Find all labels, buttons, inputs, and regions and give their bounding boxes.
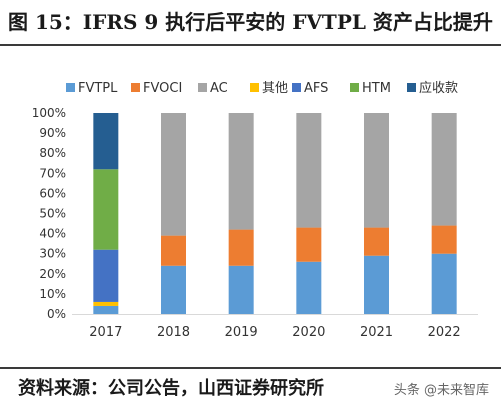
chart-legend: FVTPL FVOCI AC 其他 AFS HTM 应收款 — [66, 80, 458, 96]
source-note: 资料来源：公司公告，山西证券研究所 — [18, 378, 324, 399]
bar-segment — [93, 249, 119, 302]
legend-swatch-1 — [131, 83, 140, 92]
watermark: 头条 @未来智库 — [393, 383, 489, 398]
x-tick-label: 2017 — [89, 325, 122, 340]
x-tick-label: 2020 — [292, 325, 325, 340]
bar-segment — [296, 227, 322, 262]
bar-segment — [228, 113, 254, 230]
y-tick-label: 10% — [39, 287, 66, 301]
bar-segment — [364, 227, 389, 256]
legend-swatch-5 — [350, 83, 359, 92]
y-tick-label: 90% — [39, 126, 66, 140]
y-tick-label: 0% — [47, 307, 66, 321]
legend-label-3: 其他 — [262, 81, 288, 96]
legend-label-6: 应收款 — [419, 80, 458, 96]
legend-label-4: AFS — [304, 81, 328, 96]
y-tick-label: 20% — [39, 267, 66, 281]
source-divider — [0, 367, 501, 369]
bar-segment — [161, 113, 186, 236]
bar-segment — [161, 265, 186, 314]
x-tick-label: 2022 — [428, 325, 461, 340]
y-tick-label: 80% — [39, 146, 66, 160]
y-tick-label: 40% — [39, 227, 66, 241]
legend-swatch-4 — [292, 83, 301, 92]
legend-swatch-0 — [66, 83, 75, 92]
bars — [93, 113, 457, 314]
y-axis: 0% 10% 20% 30% 40% 50% 60% 70% 80% 90% 100% — [32, 106, 478, 321]
bar-segment — [431, 113, 457, 226]
bar-segment — [364, 255, 389, 314]
y-tick-label: 100% — [32, 106, 66, 120]
legend-swatch-3 — [250, 83, 259, 92]
y-tick-label: 60% — [39, 186, 66, 200]
bar-segment — [431, 225, 457, 254]
chart-title: 图 15：IFRS 9 执行后平安的 FVTPL 资产占比提升 — [8, 10, 493, 34]
bar-segment — [364, 113, 389, 228]
legend-label-5: HTM — [362, 81, 391, 96]
legend-swatch-2 — [198, 83, 207, 92]
bar-segment — [296, 261, 322, 314]
bar-segment — [161, 235, 186, 266]
bar-segment — [93, 301, 119, 306]
bar-segment — [431, 253, 457, 314]
x-tick-label: 2021 — [360, 325, 393, 340]
bar-segment — [228, 265, 254, 314]
legend-label-2: AC — [210, 81, 228, 96]
y-tick-label: 30% — [39, 247, 66, 261]
bar-segment — [228, 229, 254, 266]
bar-segment — [296, 113, 322, 228]
bar-segment — [93, 305, 119, 314]
y-tick-label: 70% — [39, 166, 66, 180]
x-tick-label: 2018 — [157, 325, 190, 340]
bar-segment — [93, 169, 119, 250]
legend-label-0: FVTPL — [78, 81, 118, 96]
title-divider — [0, 44, 501, 46]
legend-swatch-6 — [407, 83, 416, 92]
x-axis-labels: 2017 2018 2019 2020 2021 2022 — [89, 325, 460, 340]
y-tick-label: 50% — [39, 207, 66, 221]
bar-segment — [93, 113, 119, 170]
stacked-bar-chart: FVTPL FVOCI AC 其他 AFS HTM 应收款 0% 10% 20% 30% 40% 50… — [32, 80, 478, 340]
legend-label-1: FVOCI — [143, 81, 182, 96]
x-tick-label: 2019 — [225, 325, 258, 340]
